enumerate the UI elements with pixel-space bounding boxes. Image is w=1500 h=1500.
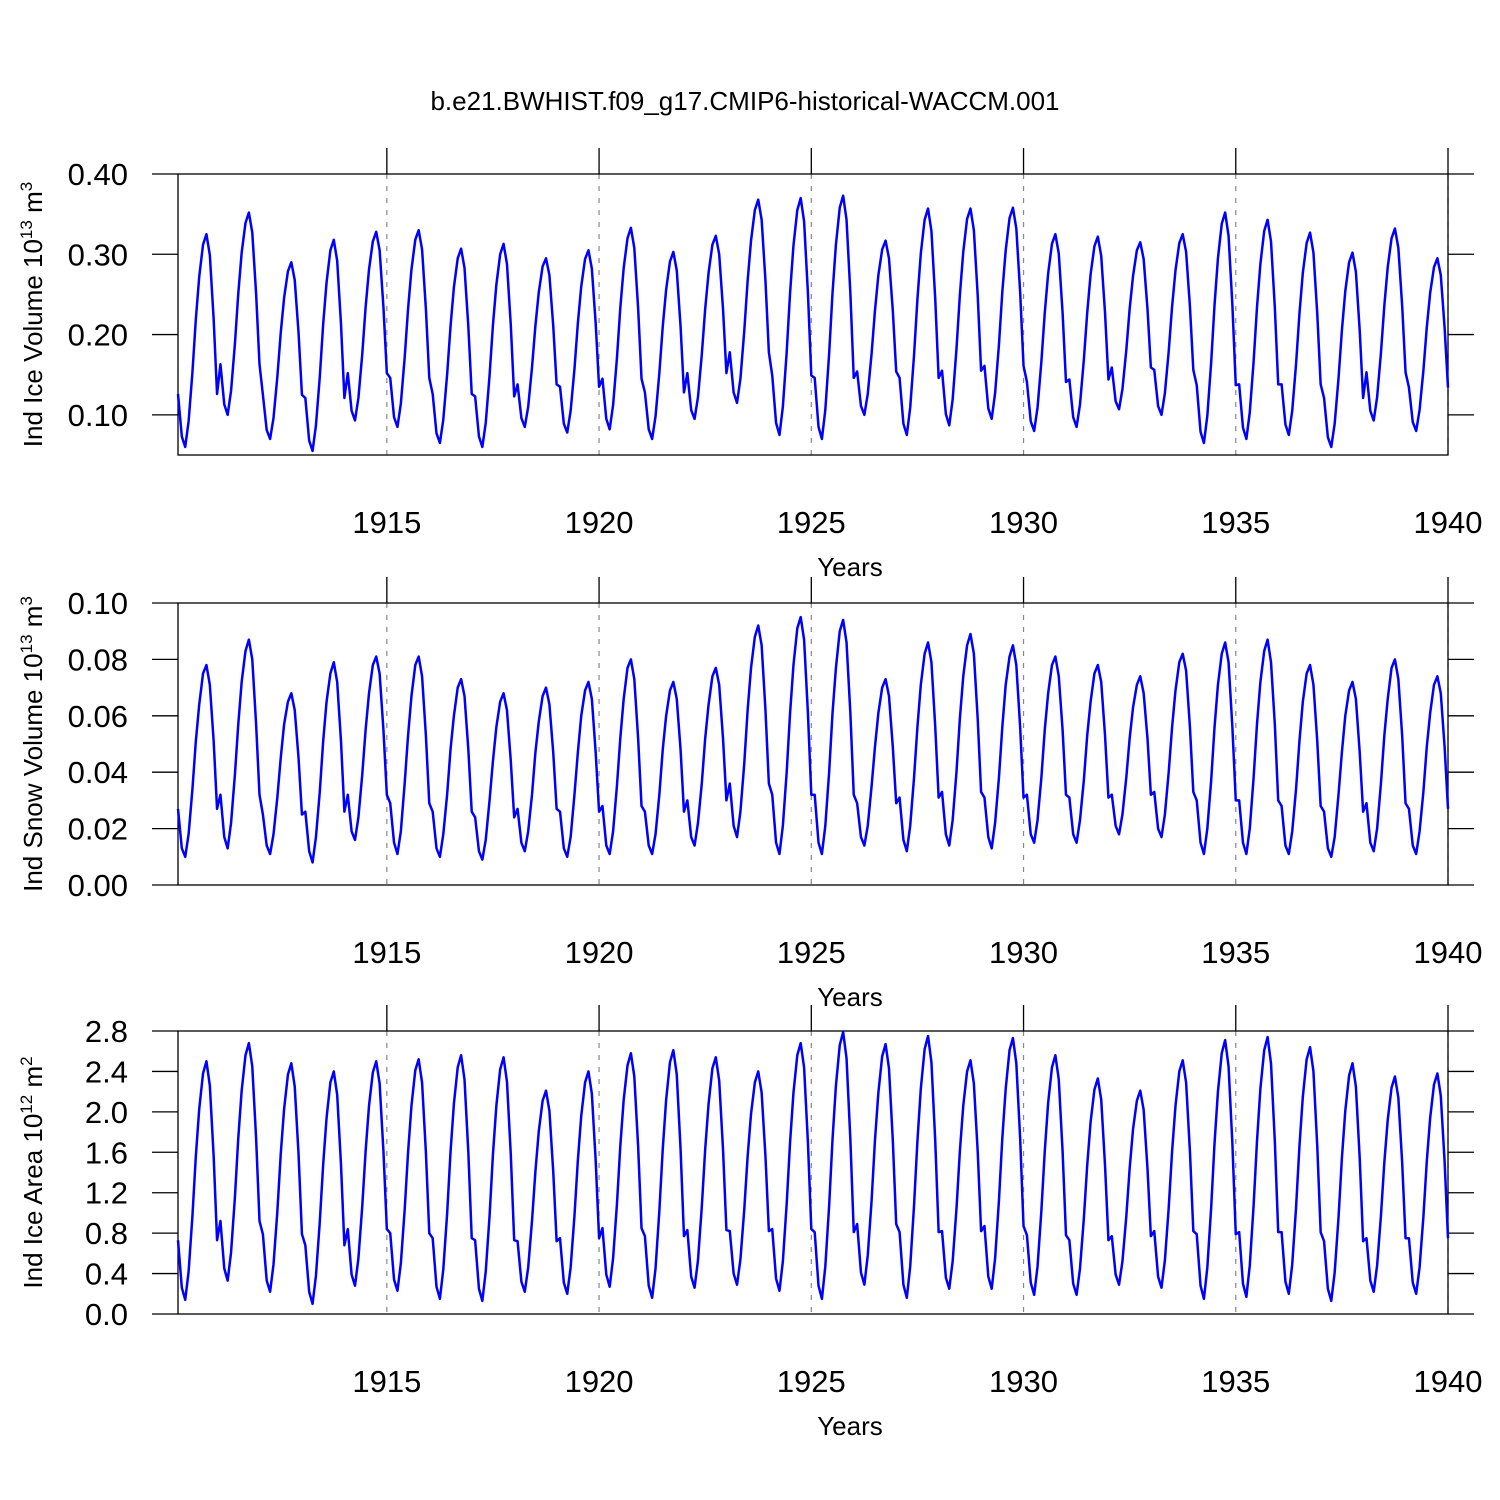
y-axis-label-unit-exp: 2 — [17, 1056, 36, 1065]
y-tick-label: 0.10 — [68, 586, 128, 621]
y-tick-label: 0.08 — [68, 642, 128, 677]
x-axis-label: Years — [817, 982, 883, 1012]
y-axis-label-exp: 13 — [17, 634, 36, 653]
y-tick-label: 0.04 — [68, 755, 128, 790]
y-axis-label: Ind Snow Volume 1013 m3 — [17, 596, 48, 892]
y-tick-label: 2.8 — [85, 1014, 128, 1049]
x-axis-label: Years — [817, 1411, 883, 1441]
y-axis-label: Ind Ice Volume 1013 m3 — [17, 182, 48, 447]
x-tick-label: 1935 — [1201, 1364, 1270, 1399]
y-tick-label: 0.8 — [85, 1216, 128, 1251]
y-axis-label-unit: m — [18, 1066, 48, 1095]
y-tick-label: 2.4 — [85, 1054, 128, 1089]
y-tick-label: 2.0 — [85, 1095, 128, 1130]
x-tick-label: 1930 — [989, 1364, 1058, 1399]
y-axis-label-unit: m — [18, 606, 48, 635]
x-tick-label: 1935 — [1201, 935, 1270, 970]
x-tick-label: 1930 — [989, 505, 1058, 540]
x-tick-label: 1925 — [777, 1364, 846, 1399]
x-tick-label: 1940 — [1414, 935, 1483, 970]
plot-frame — [177, 602, 1449, 886]
y-tick-label: 0.20 — [68, 318, 128, 353]
x-tick-label: 1930 — [989, 935, 1058, 970]
x-tick-label: 1940 — [1414, 1364, 1483, 1399]
x-tick-label: 1920 — [565, 505, 634, 540]
x-tick-label: 1925 — [777, 935, 846, 970]
x-tick-label: 1915 — [352, 1364, 421, 1399]
y-axis-label: Ind Ice Area 1012 m2 — [17, 1056, 48, 1288]
y-axis-label-unit-exp: 3 — [17, 596, 36, 605]
y-tick-label: 0.4 — [85, 1257, 128, 1292]
y-axis-label-exp: 12 — [17, 1095, 36, 1114]
y-tick-label: 1.2 — [85, 1176, 128, 1211]
data-line — [176, 1030, 1450, 1306]
x-tick-label: 1920 — [565, 1364, 634, 1399]
y-tick-label: 0.40 — [68, 157, 128, 192]
y-axis-label-text: Ind Snow Volume 10 — [18, 653, 48, 892]
y-axis-label-unit-exp: 3 — [17, 182, 36, 191]
y-tick-label: 0.02 — [68, 812, 128, 847]
plot-frame — [177, 1030, 1449, 1315]
y-tick-label: 0.10 — [68, 398, 128, 433]
x-tick-label: 1920 — [565, 935, 634, 970]
y-axis-label-unit: m — [18, 191, 48, 220]
y-tick-label: 0.0 — [85, 1297, 128, 1332]
x-tick-label: 1915 — [352, 505, 421, 540]
x-tick-label: 1915 — [352, 935, 421, 970]
plot-frame — [177, 173, 1449, 456]
y-tick-label: 0.06 — [68, 699, 128, 734]
x-tick-label: 1940 — [1414, 505, 1483, 540]
chart-title: b.e21.BWHIST.f09_g17.CMIP6-historical-WA… — [430, 86, 1059, 116]
x-tick-label: 1925 — [777, 505, 846, 540]
x-axis-label: Years — [817, 552, 883, 582]
y-tick-label: 0.30 — [68, 237, 128, 272]
x-tick-label: 1935 — [1201, 505, 1270, 540]
y-axis-label-text: Ind Ice Area 10 — [18, 1114, 48, 1289]
y-tick-label: 0.00 — [68, 868, 128, 903]
y-tick-label: 1.6 — [85, 1135, 128, 1170]
y-axis-label-text: Ind Ice Volume 10 — [18, 239, 48, 447]
data-line — [176, 194, 1450, 453]
y-axis-label-exp: 13 — [17, 220, 36, 239]
data-line — [176, 615, 1450, 864]
